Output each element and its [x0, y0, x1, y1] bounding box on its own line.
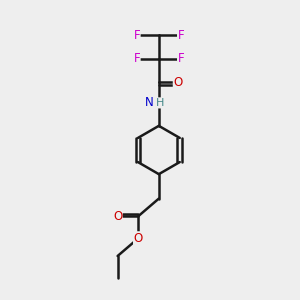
Text: H: H [156, 98, 164, 108]
Text: F: F [134, 52, 140, 65]
Text: O: O [134, 232, 143, 245]
Text: N: N [145, 96, 154, 110]
Text: F: F [178, 29, 184, 42]
Text: F: F [178, 52, 184, 65]
Text: F: F [134, 29, 140, 42]
Text: O: O [173, 76, 183, 89]
Text: O: O [113, 210, 122, 223]
